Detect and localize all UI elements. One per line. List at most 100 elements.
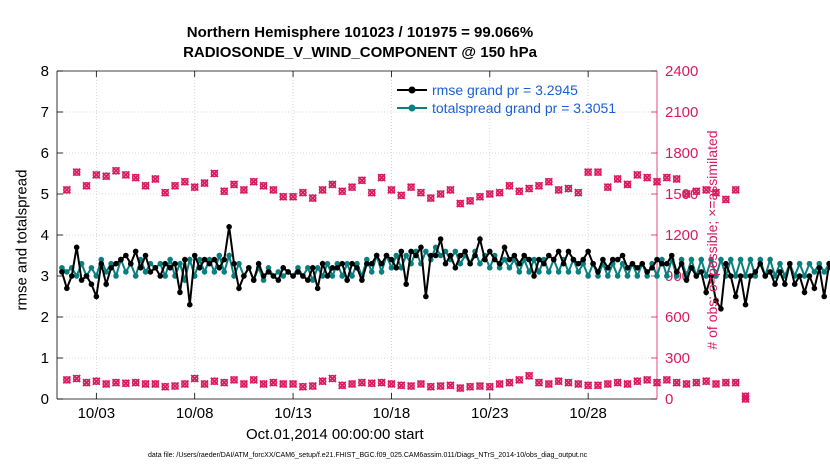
rmse-point — [280, 265, 287, 271]
obs-possible-point — [476, 192, 484, 201]
obs-possible-point — [446, 186, 455, 194]
rmse-point — [103, 281, 109, 288]
obs-possible-cross — [82, 181, 91, 190]
obs-possible-point — [407, 183, 415, 191]
obs-assimilated-point — [190, 374, 199, 383]
obs-possible-cross — [633, 170, 642, 180]
rmse-point — [506, 256, 513, 263]
rmse-point — [452, 265, 459, 271]
totalspread-point — [801, 273, 808, 279]
obs-assimilated-cross — [672, 378, 681, 387]
rmse-point — [432, 252, 439, 259]
obs-assimilated-point — [181, 380, 189, 388]
totalspread-point — [673, 273, 680, 279]
obs-assimilated-point — [269, 378, 278, 387]
rmse-point — [329, 265, 336, 271]
obs-assimilated-cross — [731, 378, 740, 387]
rmse-point — [570, 256, 577, 263]
y2-tick-label: 1500 — [665, 186, 698, 203]
obs-possible-cross — [731, 185, 740, 195]
rmse-point — [206, 260, 213, 267]
obs-possible-cross — [534, 181, 544, 190]
totalspread-point — [644, 273, 650, 279]
obs-assimilated-point — [476, 382, 484, 390]
obs-assimilated-point — [289, 380, 297, 388]
totalspread-point — [806, 260, 813, 267]
obs-possible-cross — [544, 177, 553, 186]
obs-possible-cross — [131, 173, 140, 182]
rmse-point — [83, 273, 90, 279]
obs-assimilated-point — [426, 382, 435, 391]
obs-possible-point — [564, 184, 573, 193]
obs-assimilated-cross — [161, 382, 170, 391]
obs-assimilated-point — [535, 378, 543, 387]
totalspread-point — [295, 265, 301, 271]
x-tick-label: 10/28 — [569, 405, 607, 422]
obs-assimilated-point — [63, 376, 71, 384]
y2-tick-label: 1200 — [665, 227, 698, 244]
totalspread-point — [314, 265, 321, 271]
obs-possible-cross — [298, 188, 308, 197]
obs-possible-point — [722, 195, 730, 204]
obs-assimilated-point — [712, 380, 720, 388]
obs-assimilated-cross — [259, 379, 268, 389]
totalspread-point — [364, 256, 370, 263]
rmse-point — [309, 265, 316, 271]
obs-assimilated-cross — [564, 378, 573, 387]
rmse-point — [683, 277, 690, 283]
obs-possible-point — [190, 183, 199, 191]
rmse-point — [172, 260, 178, 267]
obs-possible-point — [535, 182, 543, 190]
obs-assimilated-cross — [524, 371, 534, 380]
totalspread-point — [221, 269, 228, 275]
rmse-point — [678, 260, 685, 267]
obs-assimilated-point — [72, 374, 81, 383]
totalspread-point — [526, 269, 532, 275]
y-tick-label: 8 — [41, 63, 49, 80]
rmse-point — [796, 273, 803, 279]
rmse-point — [614, 256, 621, 263]
y-tick-label: 2 — [41, 309, 49, 326]
y-axis-label: rmse and totalspread — [13, 169, 31, 311]
obs-possible-cross — [220, 187, 229, 196]
obs-possible-point — [269, 186, 278, 194]
obs-possible-point — [377, 173, 386, 182]
totalspread-point — [752, 273, 759, 279]
totalspread-point — [196, 256, 203, 263]
rmse-point — [752, 269, 759, 275]
obs-assimilated-point — [387, 380, 396, 388]
obs-assimilated-cross — [574, 379, 583, 389]
rmse-point — [590, 260, 596, 267]
obs-possible-cross — [623, 180, 632, 189]
rmse-point — [137, 265, 144, 271]
obs-possible-point — [417, 188, 425, 197]
rmse-point — [285, 269, 291, 275]
obs-assimilated-point — [210, 377, 219, 386]
rmse-point — [290, 273, 296, 279]
obs-assimilated-cross — [436, 381, 445, 391]
obs-assimilated-point — [407, 382, 415, 390]
rmse-point — [496, 260, 503, 267]
rmse-point — [427, 252, 434, 259]
rmse-point — [477, 236, 483, 242]
obs-assimilated-point — [102, 380, 110, 388]
obs-possible-point — [358, 176, 366, 185]
totalspread-point — [98, 256, 105, 263]
obs-possible-cross — [367, 188, 376, 197]
obs-possible-cross — [239, 185, 249, 195]
obs-assimilated-point — [623, 380, 632, 388]
y2-tick-label: 600 — [665, 309, 690, 326]
totalspread-point — [93, 273, 100, 279]
obs-assimilated-point — [574, 380, 583, 388]
obs-assimilated-cross — [180, 379, 190, 389]
rmse-point — [349, 260, 355, 267]
totalspread-point — [334, 260, 341, 267]
rmse-point — [368, 260, 375, 267]
obs-assimilated-cross — [170, 381, 180, 391]
legend-rmse-swatch-marker — [408, 86, 416, 94]
obs-possible-cross — [102, 172, 111, 181]
totalspread-point — [349, 273, 355, 279]
rmse-point — [821, 293, 828, 300]
obs-possible-cross — [456, 199, 465, 208]
totalspread-point — [624, 273, 631, 279]
